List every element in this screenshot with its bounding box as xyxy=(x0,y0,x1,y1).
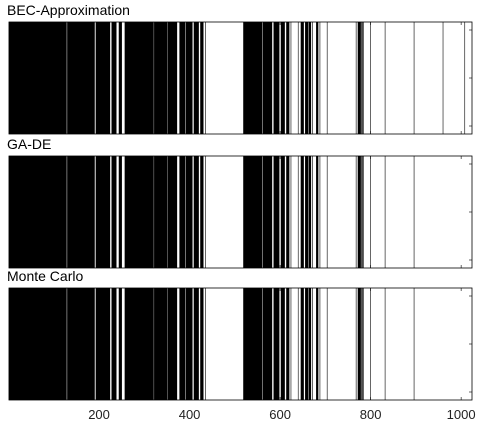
frozen-channel-block xyxy=(111,156,117,268)
panel-frame xyxy=(8,21,473,135)
frozen-channel-block xyxy=(154,22,168,134)
frozen-channel-block xyxy=(316,288,319,400)
frozen-channel-block xyxy=(316,22,319,134)
frozen-channel-block xyxy=(357,156,361,268)
frozen-channel-block xyxy=(167,156,178,268)
frozen-channel-block xyxy=(124,288,154,400)
panel-1: GA-DE xyxy=(7,136,473,269)
frozen-channel-block xyxy=(305,22,309,134)
frozen-channel-block xyxy=(262,22,273,134)
frozen-channel-block xyxy=(300,156,304,268)
frozen-channel-block xyxy=(280,156,285,268)
x-tick-label: 600 xyxy=(269,407,291,421)
frozen-channel-block xyxy=(308,288,312,400)
x-tick-label: 1000 xyxy=(447,407,476,421)
frozen-channel-block xyxy=(118,22,122,134)
frozen-channel-block xyxy=(185,288,193,400)
frozen-channel-block xyxy=(243,156,263,268)
frozen-channel-block xyxy=(67,156,95,268)
frozen-channel-block xyxy=(273,156,280,268)
frozen-channel-block xyxy=(262,288,273,400)
frozen-channel-block xyxy=(167,22,178,134)
frozen-channel-block xyxy=(67,22,95,134)
frozen-channel-block xyxy=(124,156,154,268)
frozen-channel-block xyxy=(95,288,111,400)
frozen-channel-block xyxy=(95,156,111,268)
x-tick-label: 200 xyxy=(88,407,110,421)
frozen-channel-block xyxy=(357,22,361,134)
frozen-channel-block xyxy=(8,156,67,268)
frozen-channel-block xyxy=(300,22,304,134)
frozen-channel-block xyxy=(305,288,309,400)
frozen-channel-block xyxy=(316,156,319,268)
panel-title: GA-DE xyxy=(7,136,51,152)
frozen-channel-block xyxy=(262,156,273,268)
frozen-channel-block xyxy=(154,156,168,268)
panel-2: Monte Carlo xyxy=(7,268,473,401)
panels-group: BEC-Approximation GA-DE Monte Carlo xyxy=(7,2,473,401)
frozen-channel-block xyxy=(124,22,154,134)
frozen-channel-block xyxy=(111,288,117,400)
frozen-channel-block xyxy=(243,22,263,134)
frozen-channel-block xyxy=(300,288,304,400)
frozen-channel-block xyxy=(280,288,285,400)
frozen-channel-block xyxy=(286,22,290,134)
frozen-channel-block xyxy=(308,156,312,268)
x-axis: 2004006008001000Channel Index xyxy=(88,407,475,421)
panel-title: BEC-Approximation xyxy=(7,2,130,18)
frozen-channel-block xyxy=(357,288,361,400)
frozen-channel-block xyxy=(185,156,193,268)
frozen-channel-block xyxy=(273,22,280,134)
frozen-channel-block xyxy=(118,156,122,268)
frozen-channel-block xyxy=(361,22,363,134)
frozen-channel-block xyxy=(167,288,178,400)
frozen-channel-block xyxy=(111,22,117,134)
frozen-channel-block xyxy=(286,156,290,268)
x-tick-label: 800 xyxy=(360,407,382,421)
frozen-channel-block xyxy=(179,22,186,134)
frozen-channel-block xyxy=(185,22,193,134)
frozen-channel-block xyxy=(280,22,285,134)
frozen-channel-block xyxy=(179,156,186,268)
frozen-channel-block xyxy=(200,288,204,400)
frozen-channel-block xyxy=(308,22,312,134)
panel-frame xyxy=(8,287,473,401)
frozen-channel-block xyxy=(193,22,199,134)
frozen-channel-block xyxy=(8,22,67,134)
frozen-channel-block xyxy=(193,156,199,268)
frozen-channel-block xyxy=(286,288,290,400)
panel-0: BEC-Approximation xyxy=(7,2,473,135)
frozen-channel-block xyxy=(273,288,280,400)
frozen-channel-block xyxy=(361,156,363,268)
frozen-channel-block xyxy=(243,288,263,400)
frozen-channel-block xyxy=(305,156,309,268)
frozen-channel-block xyxy=(361,288,363,400)
panel-title: Monte Carlo xyxy=(7,268,83,284)
frozen-channel-block xyxy=(193,288,199,400)
frozen-channel-block xyxy=(95,22,111,134)
frozen-channel-block xyxy=(179,288,186,400)
frozen-channel-block xyxy=(118,288,122,400)
frozen-channel-block xyxy=(67,288,95,400)
frozen-channel-block xyxy=(154,288,168,400)
x-tick-label: 400 xyxy=(179,407,201,421)
frozen-channel-block xyxy=(200,156,204,268)
panel-frame xyxy=(8,155,473,269)
frozen-channel-block xyxy=(8,288,67,400)
frozen-channel-block xyxy=(200,22,204,134)
